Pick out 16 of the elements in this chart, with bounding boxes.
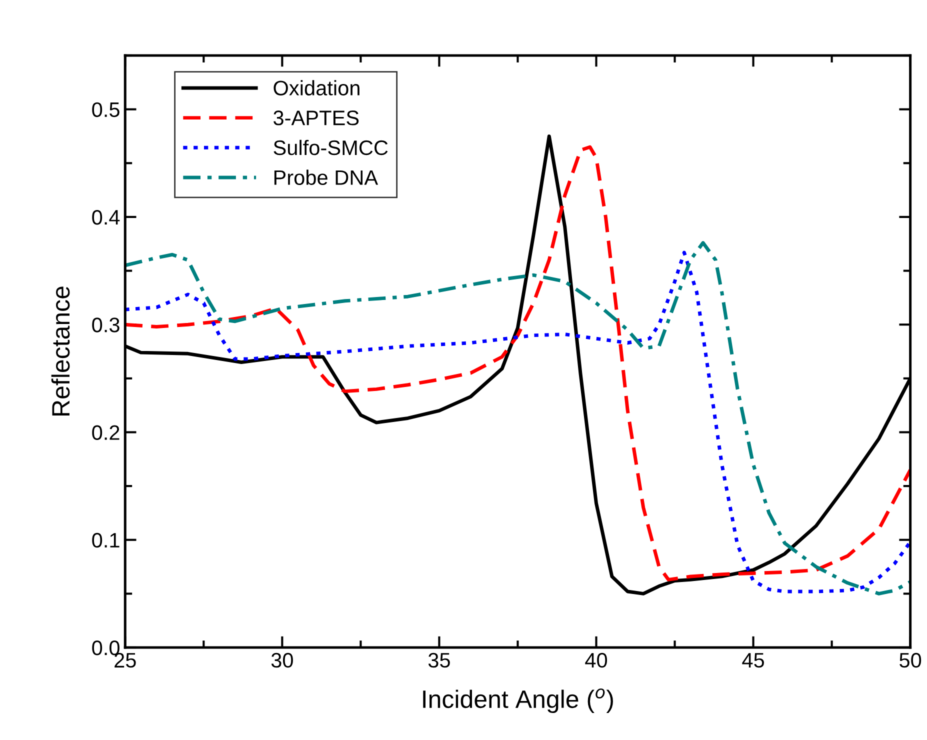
x-tick-label: 45 bbox=[742, 653, 764, 668]
y-tick-label: 0.3 bbox=[92, 318, 120, 332]
x-tick-label: 50 bbox=[900, 652, 922, 668]
legend-label: Probe DNA bbox=[274, 170, 378, 185]
y-axis-title: Reflectance bbox=[51, 286, 70, 416]
legend-label: Sulfo-SMCC bbox=[274, 140, 388, 156]
x-axis-title: Incident Angle ($^{o}$) bbox=[423, 688, 613, 714]
x-tick-label: 35 bbox=[428, 652, 450, 668]
legend-label: Oxidation bbox=[274, 80, 360, 96]
y-tick-label: 0.5 bbox=[92, 102, 120, 118]
y-tick-label: 0.2 bbox=[92, 425, 120, 440]
y-tick-label: 0.4 bbox=[92, 210, 120, 225]
x-tick-label: 40 bbox=[585, 652, 608, 668]
legend-label: 3-APTES bbox=[274, 110, 359, 126]
x-tick-label: 30 bbox=[271, 652, 293, 668]
y-tick-label: 0.1 bbox=[92, 532, 120, 548]
